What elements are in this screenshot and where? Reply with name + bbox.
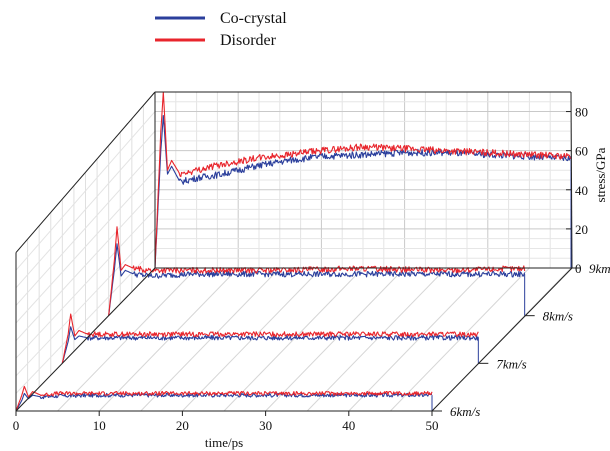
chart-axes: 01020304050time/ps020406080stress/GPa9km… [13,91,610,450]
grid-line-floor [348,267,489,412]
legend-label: Co-crystal [220,10,287,27]
z-tick-label: 40 [575,183,588,198]
grid-line-side-horizontal [15,169,156,324]
grid-line-floor [140,267,281,412]
grid-line-side-horizontal [15,111,156,271]
grid-line-floor [57,267,197,412]
panel-label: 7km/s [496,356,526,371]
series-line-disorder-9km/s [154,91,572,269]
panel-label: 8km/s [543,309,573,324]
x-axis-title: time/ps [205,435,243,450]
floor-left-edge [15,267,156,412]
series-line-co-crystal-9km/s [154,114,572,269]
series-line-disorder-6km/s [15,385,433,412]
grid-line-floor [223,267,364,412]
z-axis-line [570,91,573,269]
legend-label: Disorder [220,32,277,49]
side-top-edge [15,91,156,253]
series-line-disorder-8km/s [108,226,526,316]
panel-label: 9km/s [589,261,610,276]
grid-line-floor [98,267,239,412]
z-axis-title: stress/GPa [593,147,608,202]
series-line-co-crystal-6km/s [15,392,433,412]
chart-legend: Co-crystal Disorder [155,10,287,49]
grid-line-floor [182,267,322,412]
z-tick-label: 60 [575,144,588,159]
grid-line-floor [306,267,447,412]
x-tick-label: 40 [342,418,355,433]
grid-line-side-horizontal [15,208,156,359]
x-tick-label: 50 [426,418,439,433]
series-line-co-crystal-7km/s [61,326,479,364]
series-line-disorder-7km/s [61,313,479,364]
floor-right-edge [431,267,573,412]
grid-line-side-horizontal [15,248,156,394]
series-line-co-crystal-8km/s [108,243,526,316]
grid-line-side-horizontal [15,130,156,289]
grid-line-side-horizontal [15,150,156,306]
z-tick-label: 20 [575,222,588,237]
z-tick-label: 80 [575,105,588,120]
panel-label: 6km/s [450,404,480,419]
grid-line-floor [265,267,405,412]
x-tick-label: 30 [259,418,272,433]
grid-line-side-horizontal [15,228,156,377]
x-tick-label: 20 [176,418,189,433]
chart-series [15,91,572,412]
x-tick-label: 10 [93,418,106,433]
grid-line-side-horizontal [15,189,156,341]
chart-walls [16,92,572,411]
x-tick-label: 0 [13,418,20,433]
